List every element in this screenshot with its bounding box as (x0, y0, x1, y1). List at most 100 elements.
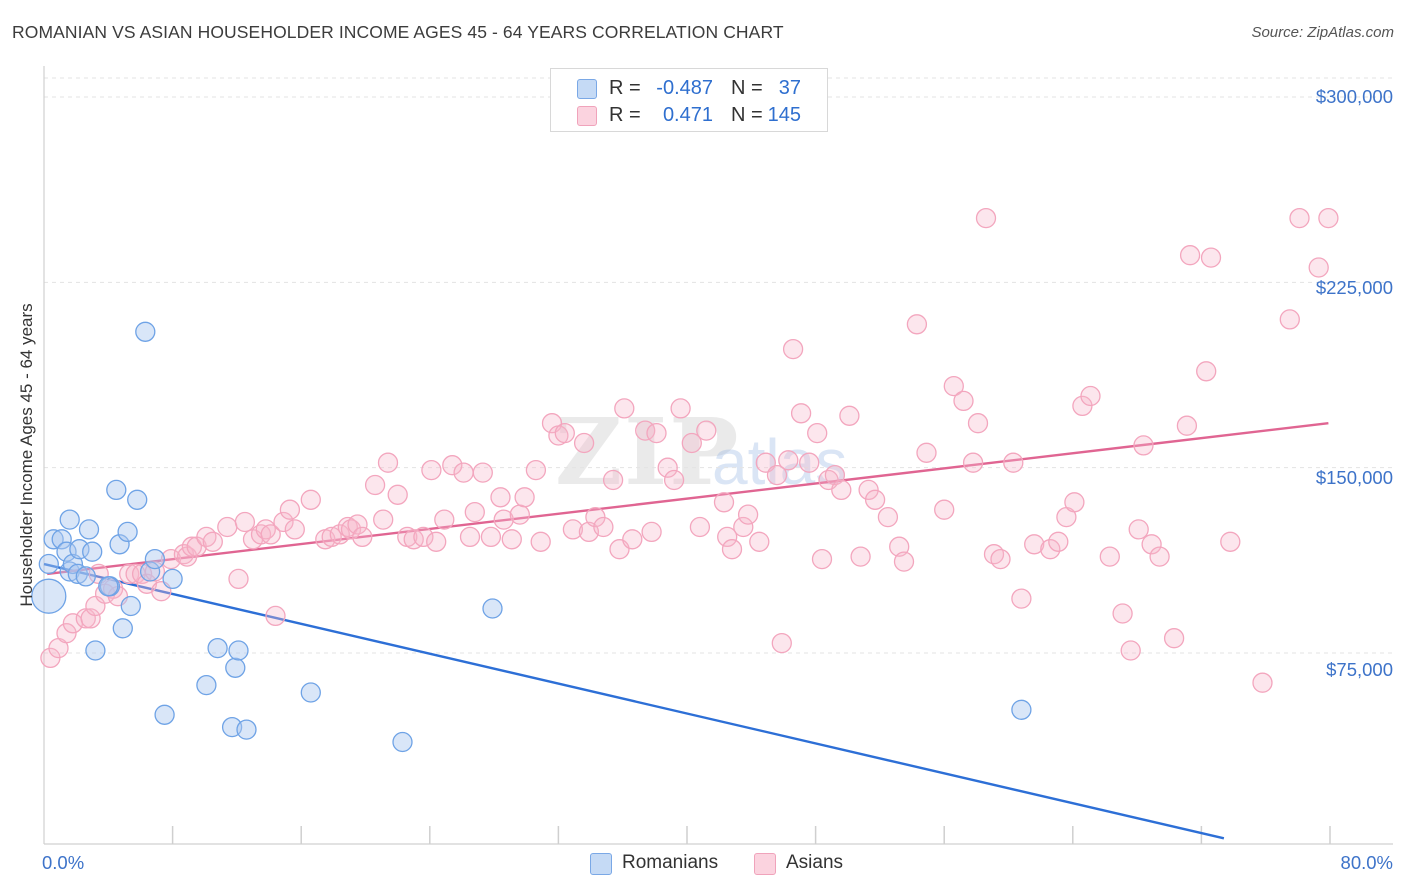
data-point-asians (530, 531, 551, 552)
data-point-asians (749, 531, 770, 552)
data-point-asians (202, 531, 223, 552)
data-point-asians (321, 526, 342, 548)
y-tick-label: $300,000 (1315, 86, 1393, 107)
data-point-asians (329, 524, 350, 545)
data-point-asians (864, 489, 886, 510)
data-point-asians (554, 422, 575, 444)
data-point-romanians (43, 529, 64, 550)
data-point-asians (990, 548, 1011, 570)
data-point-asians (1176, 415, 1198, 436)
data-point-asians (670, 398, 691, 419)
data-point-asians (387, 484, 408, 505)
data-point-asians (1163, 628, 1185, 649)
data-point-asians (234, 511, 256, 533)
data-point-asians (434, 509, 455, 530)
data-point-asians (646, 422, 667, 444)
data-point-asians (509, 504, 530, 525)
y-axis-label: Householder Income Ages 45 - 64 years (17, 303, 36, 607)
data-point-asians (717, 526, 738, 548)
legend-swatch-asians (577, 106, 597, 126)
data-point-asians (1141, 534, 1162, 555)
data-point-asians (80, 608, 101, 629)
data-point-asians (1099, 546, 1120, 567)
data-point-asians (975, 207, 997, 229)
trend-line-romanians (43, 562, 1225, 840)
data-point-asians (472, 462, 493, 483)
data-point-asians (962, 452, 984, 473)
data-point-asians (696, 420, 717, 441)
y-tick-label: $225,000 (1315, 277, 1393, 298)
data-point-asians (1040, 539, 1061, 560)
data-point-romanians (392, 731, 413, 753)
data-point-asians (811, 548, 833, 570)
data-point-asians (228, 568, 249, 590)
data-point-asians (480, 526, 502, 548)
data-point-asians (173, 544, 195, 565)
data-point-asians (1128, 519, 1149, 540)
data-point-romanians (162, 568, 183, 590)
data-point-asians (364, 474, 386, 496)
legend-r-value: 0.471 (662, 104, 713, 126)
trend-line-asians (47, 421, 1329, 576)
data-point-asians (689, 516, 711, 538)
data-point-romanians (82, 541, 103, 562)
data-point-romanians (109, 534, 130, 555)
data-point-asians (1011, 588, 1032, 609)
y-tick-label: $150,000 (1315, 467, 1393, 488)
data-point-asians (501, 529, 522, 550)
data-point-romanians (31, 578, 67, 614)
data-point-asians (877, 506, 899, 528)
data-point-asians (1003, 452, 1024, 473)
data-point-asians (733, 516, 754, 538)
data-point-asians (279, 499, 301, 520)
data-point-asians (421, 459, 442, 481)
data-point-asians (967, 413, 989, 434)
trend-lines (43, 421, 1329, 840)
legend-row-romanians: R = -0.487 N = 37 (551, 75, 827, 101)
data-point-asians (737, 504, 759, 525)
data-point-asians (850, 546, 871, 567)
data-point-asians (824, 464, 846, 486)
data-point-asians (573, 432, 595, 454)
data-point-asians (525, 459, 547, 481)
data-point-asians (265, 605, 286, 627)
data-point-asians (1112, 603, 1133, 624)
data-point-romanians (144, 548, 166, 570)
gridlines (44, 77, 1393, 654)
data-point-romanians (207, 637, 228, 659)
data-point-romanians (196, 674, 217, 696)
data-point-asians (1252, 672, 1273, 693)
legend-n-label: N = (731, 77, 763, 99)
data-point-asians (1318, 207, 1339, 229)
data-point-asians (614, 398, 635, 419)
data-point-asians (56, 623, 77, 644)
data-point-romanians (236, 719, 257, 740)
data-point-romanians (98, 576, 119, 597)
data-point-asians (906, 314, 928, 335)
data-point-asians (663, 469, 685, 491)
legend-row-asians: R = 0.471 N = 145 (551, 102, 827, 128)
data-point-asians (131, 563, 153, 585)
data-point-asians (273, 511, 294, 533)
data-point-romanians (62, 553, 84, 575)
data-point-asians (352, 526, 373, 548)
data-point-asians (1048, 531, 1069, 552)
legend-r-label: R = (609, 77, 641, 99)
data-point-asians (1133, 435, 1154, 456)
data-point-asians (453, 462, 474, 483)
data-point-romanians (69, 539, 90, 560)
data-point-romanians (112, 618, 133, 639)
data-point-asians (1120, 640, 1141, 661)
data-point-asians (377, 452, 399, 473)
data-point-romanians (67, 563, 88, 585)
data-point-asians (681, 432, 702, 454)
data-point-romanians (85, 640, 106, 661)
data-point-asians (893, 551, 915, 572)
data-point-asians (217, 516, 238, 538)
data-points (31, 207, 1339, 753)
data-point-asians (799, 452, 820, 473)
legend-n-value: 145 (767, 104, 801, 126)
data-point-asians (593, 516, 614, 538)
legend-swatch-romanians (577, 79, 597, 99)
data-point-romanians (135, 321, 156, 342)
